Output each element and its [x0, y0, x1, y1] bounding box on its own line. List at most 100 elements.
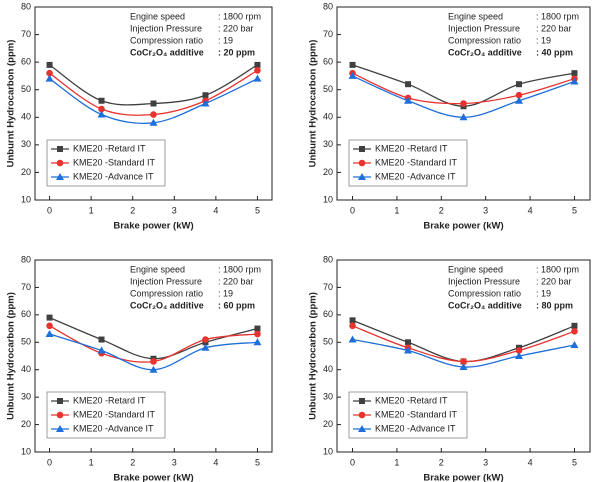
annotation-value: : 220 bar	[536, 276, 572, 286]
y-tick-label: 20	[21, 419, 31, 429]
y-tick-label: 50	[21, 337, 31, 347]
x-axis-label: Brake power (kW)	[113, 473, 193, 482]
marker	[46, 314, 53, 321]
marker	[202, 336, 209, 343]
marker	[150, 358, 157, 365]
legend-label: KME20 -Retard IT	[73, 395, 146, 405]
annotation-label: Injection Pressure	[130, 23, 202, 33]
x-tick-label: 4	[528, 205, 533, 215]
annotation-label: Injection Pressure	[448, 23, 520, 33]
marker	[359, 146, 365, 152]
annotation-value: : 19	[218, 35, 233, 45]
x-tick-label: 1	[89, 457, 94, 467]
marker	[358, 159, 366, 167]
marker	[97, 346, 106, 354]
y-tick-label: 60	[323, 57, 333, 67]
x-tick-label: 3	[172, 457, 177, 467]
marker	[46, 322, 53, 330]
y-tick-label: 20	[323, 167, 333, 177]
y-tick-label: 40	[323, 112, 333, 122]
annotation-value: : 220 bar	[218, 23, 254, 33]
marker	[45, 74, 54, 82]
series-line	[49, 317, 258, 360]
marker	[201, 343, 210, 351]
y-tick-label: 30	[21, 139, 31, 149]
legend-label: KME20 -Standard IT	[375, 157, 458, 167]
legend-label: KME20 -Retard IT	[73, 143, 146, 153]
marker	[571, 328, 578, 335]
marker	[348, 335, 357, 343]
legend-label: KME20 -Retard IT	[375, 143, 448, 153]
annotation-value: : 20 ppm	[218, 47, 255, 57]
x-tick-label: 5	[572, 205, 577, 215]
legend-label: KME20 -Advance IT	[375, 171, 456, 181]
marker	[405, 339, 412, 346]
x-tick-label: 5	[255, 205, 260, 215]
y-tick-label: 30	[323, 139, 333, 149]
marker	[97, 110, 106, 118]
annotation-value: : 1800 rpm	[218, 11, 261, 21]
plot-frame	[336, 259, 591, 453]
annotation-value: : 1800 rpm	[536, 11, 579, 21]
marker	[459, 362, 468, 370]
marker	[570, 77, 579, 85]
y-tick-label: 70	[21, 282, 31, 292]
annotation-label: CoCr₂O₄ additive	[448, 300, 522, 310]
annotation-value: : 19	[536, 288, 551, 298]
marker	[405, 81, 412, 88]
y-axis-label: Unburnt Hydrocarbon (ppm)	[308, 292, 319, 420]
y-tick-label: 30	[21, 392, 31, 402]
marker	[358, 425, 366, 432]
annotation-label: Engine speed	[448, 11, 503, 21]
x-tick-label: 2	[439, 205, 444, 215]
marker	[149, 118, 158, 126]
y-tick-label: 40	[21, 112, 31, 122]
marker	[46, 61, 53, 68]
annotation-label: Compression ratio	[448, 288, 521, 298]
annotation-label: CoCr₂O₄ additive	[448, 47, 522, 57]
legend-label: KME20 -Advance IT	[375, 423, 456, 433]
marker	[254, 61, 261, 68]
marker	[570, 341, 579, 349]
y-tick-label: 50	[323, 84, 333, 94]
y-tick-label: 60	[323, 309, 333, 319]
x-axis-label: Brake power (kW)	[423, 221, 503, 232]
marker	[57, 398, 63, 404]
marker	[460, 358, 467, 365]
x-tick-label: 3	[483, 205, 488, 215]
marker	[150, 100, 157, 107]
y-tick-label: 70	[323, 29, 333, 39]
legend-label: KME20 -Advance IT	[73, 171, 154, 181]
annotation-label: Engine speed	[130, 264, 185, 274]
marker	[150, 111, 157, 118]
marker	[56, 173, 64, 180]
x-tick-label: 5	[572, 457, 577, 467]
annotation-value: : 1800 rpm	[218, 264, 261, 274]
y-tick-label: 60	[21, 309, 31, 319]
annotation-value: : 19	[218, 288, 233, 298]
annotation-value: : 60 ppm	[218, 300, 255, 310]
plot-frame	[336, 6, 591, 201]
marker	[459, 113, 468, 121]
marker	[254, 325, 261, 332]
x-tick-label: 4	[213, 205, 218, 215]
y-tick-label: 80	[323, 254, 333, 264]
x-tick-label: 0	[47, 457, 52, 467]
series-line	[352, 75, 575, 118]
annotation-value: : 80 ppm	[536, 300, 573, 310]
annotation-value: : 19	[536, 35, 551, 45]
annotation-value: : 220 bar	[536, 23, 572, 33]
x-tick-label: 2	[130, 457, 135, 467]
marker	[56, 425, 64, 432]
legend-label: KME20 -Advance IT	[73, 423, 154, 433]
marker	[349, 322, 356, 330]
y-axis-label: Unburnt Hydrocarbon (ppm)	[6, 292, 17, 420]
marker	[45, 330, 54, 338]
x-tick-label: 4	[528, 457, 533, 467]
marker	[98, 97, 105, 104]
annotation-label: Compression ratio	[130, 35, 203, 45]
marker	[254, 67, 261, 74]
x-axis-label: Brake power (kW)	[423, 473, 503, 482]
annotation-label: Injection Pressure	[448, 276, 520, 286]
x-tick-label: 1	[394, 457, 399, 467]
